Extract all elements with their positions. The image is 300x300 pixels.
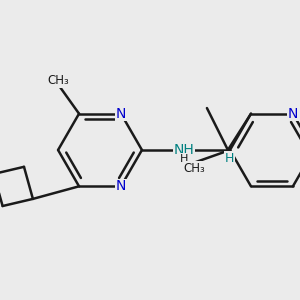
Text: N: N — [116, 107, 126, 121]
Text: N: N — [116, 179, 126, 193]
Text: CH₃: CH₃ — [184, 162, 205, 175]
Text: NH: NH — [173, 143, 194, 157]
Text: CH₃: CH₃ — [47, 74, 69, 87]
Text: N: N — [288, 107, 298, 121]
Text: H: H — [180, 154, 188, 164]
Text: H: H — [225, 152, 234, 165]
